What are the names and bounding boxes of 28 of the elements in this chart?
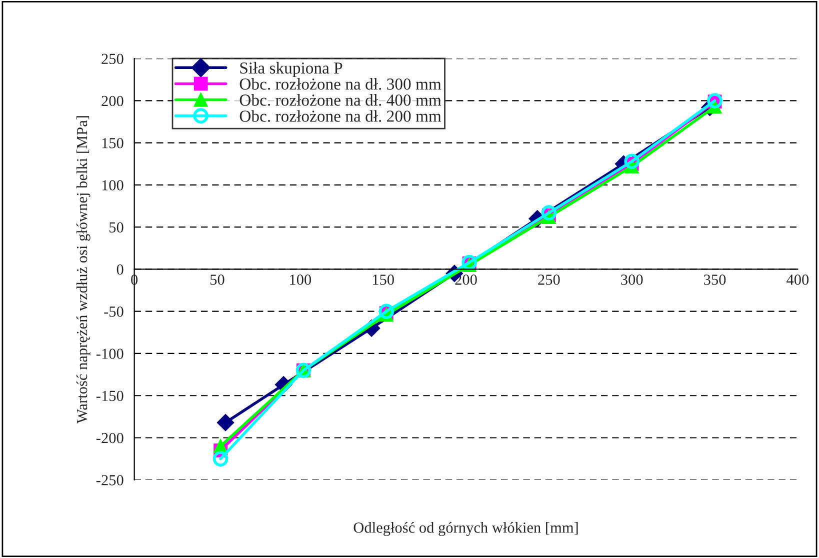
x-tick-label: 250 (538, 274, 560, 285)
legend-label: Obc. rozłożone na dł. 400 mm (240, 94, 442, 106)
y-tick-label: -50 (104, 306, 124, 317)
x-axis-title: Odległość od górnych włókien [mm] (354, 522, 578, 536)
x-tick-label: 100 (290, 274, 312, 285)
point (216, 414, 234, 432)
y-tick-label: -200 (96, 432, 124, 444)
y-tick-label: 150 (102, 138, 124, 148)
x-tick-label: 300 (621, 274, 643, 285)
legend-label: Obc. rozłożone na dł. 300 mm (240, 78, 442, 90)
legend-label: Siła skupiona P (240, 62, 342, 78)
x-tick-label: 50 (210, 274, 224, 285)
y-tick-label: -150 (96, 390, 124, 402)
point (541, 205, 557, 220)
y-tick-label: 250 (102, 54, 124, 64)
y-tick-label: 50 (110, 222, 124, 233)
y-tick-label: 0 (116, 264, 124, 275)
y-axis-title: Wartość naprężeń wzdłuż osi głównej belki [MPa] (76, 116, 90, 424)
y-tick-label: 100 (102, 180, 124, 190)
x-tick-label: 400 (786, 274, 809, 285)
point (624, 154, 640, 170)
point (212, 451, 228, 466)
x-tick-label: 150 (372, 274, 394, 285)
legend-label: Obc. rozłożone na dł. 200 mm (240, 110, 442, 122)
x-tick-label: 350 (704, 274, 726, 285)
y-tick-label: 200 (102, 96, 124, 106)
y-tick-label: -100 (96, 348, 124, 359)
y-tick-label: -250 (96, 475, 124, 486)
